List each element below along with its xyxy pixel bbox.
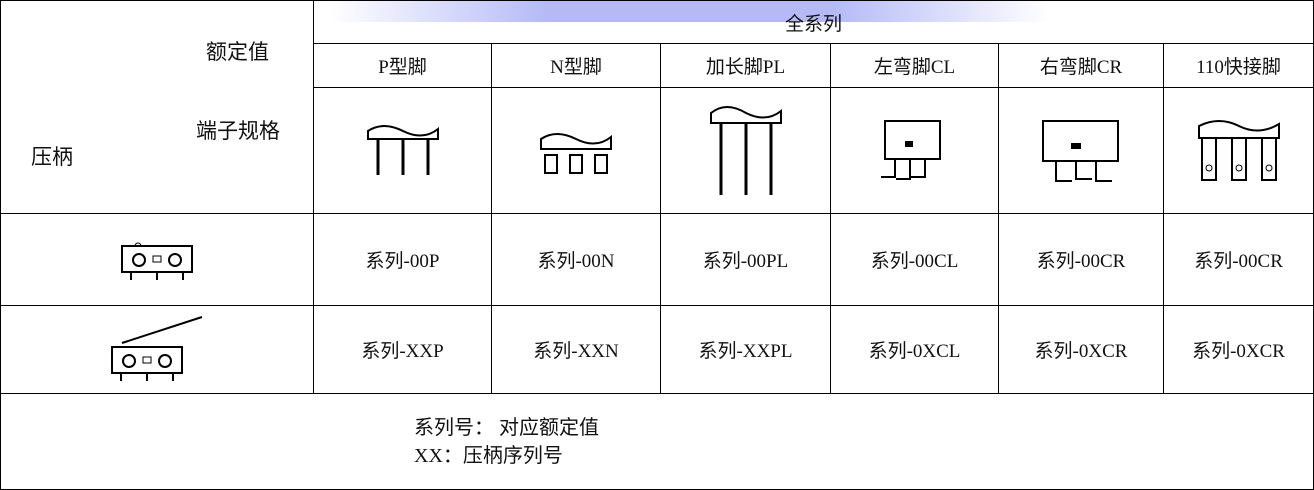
terminal-image [1162,87,1314,214]
footer: 系列号： 对应额定值 XX：压柄序列号 [0,393,1314,490]
footer-line: 系列号： 对应额定值 [414,416,599,439]
rated-label: 额定值 [206,40,269,64]
terminal-label: 端子规格 [196,119,280,143]
column-header: P型脚 [313,43,492,88]
terminal-image [998,87,1164,214]
column-header: 加长脚PL [660,43,831,88]
model-cell: 系列-XXP [313,305,492,394]
column-header: N型脚 [491,43,661,88]
cr-pin-icon [1042,119,1119,182]
lever-switch-icon [111,315,203,381]
corner-cell: 额定值 端子规格 压柄 [0,0,314,214]
column-header: 右弯脚CR [998,43,1164,88]
n-pin-icon [540,132,612,174]
model-cell: 系列-00CR [998,213,1164,306]
cl-pin-icon [880,119,941,180]
model-cell: 系列-0XCR [998,305,1164,394]
model-cell: 系列-0XCL [830,305,999,394]
lever-image [0,305,314,394]
lever-image [0,213,314,306]
model-cell: 系列-00N [491,213,661,306]
footer-line: XX：压柄序列号 [414,444,563,467]
qc-pin-icon [1197,119,1280,181]
pl-pin-icon [709,105,782,195]
p-pin-icon [366,124,439,175]
lever-label: 压柄 [31,145,73,169]
group-header: 全系列 [312,0,1314,44]
terminal-image [830,87,999,214]
column-header: 110快接脚 [1162,43,1314,88]
terminal-image [491,87,661,214]
model-cell: 系列-0XCR [1162,305,1314,394]
column-header: 左弯脚CL [830,43,999,88]
model-cell: 系列-00CL [830,213,999,306]
model-cell: 系列-XXN [491,305,661,394]
terminal-image [660,87,831,214]
plain-switch-icon [121,242,193,280]
model-cell: 系列-00CR [1162,213,1314,306]
model-cell: 系列-XXPL [660,305,831,394]
model-cell: 系列-00PL [660,213,831,306]
terminal-image [313,87,492,214]
model-cell: 系列-00P [313,213,492,306]
